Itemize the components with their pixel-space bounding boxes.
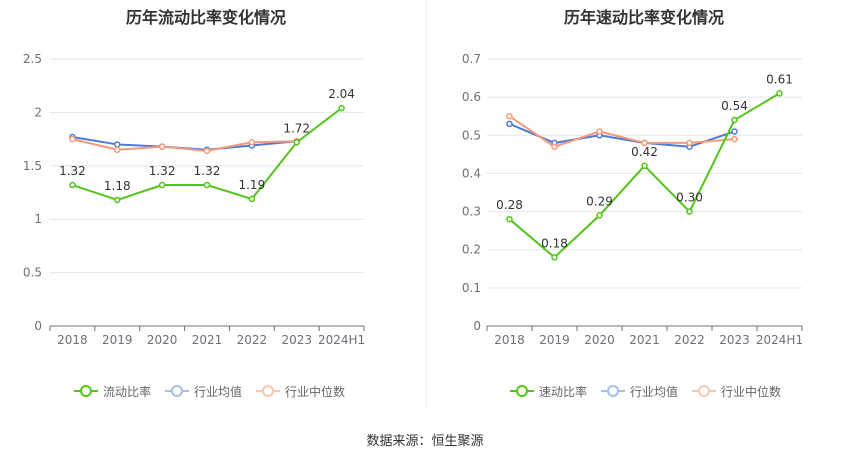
data-label-current: 1.32 xyxy=(59,164,86,178)
data-label-current: 1.32 xyxy=(194,164,221,178)
data-label-current: 1.72 xyxy=(283,121,310,135)
y-tick-label-quick: 0 xyxy=(473,319,481,333)
series-line-main-quick xyxy=(508,92,781,259)
y-tick-label-quick: 0.3 xyxy=(462,205,481,219)
data-label-current: 1.32 xyxy=(149,164,176,178)
data-source-note: 数据来源：恒生聚源 xyxy=(366,434,484,449)
legend-label-avg: 行业均值 xyxy=(194,384,243,399)
y-tick-label-quick: 0.7 xyxy=(462,52,481,66)
data-point-median-current xyxy=(114,146,121,154)
data-point-median-current xyxy=(248,139,256,146)
data-label-current: 1.18 xyxy=(104,179,131,193)
x-tick-label-quick: 2018 xyxy=(494,333,525,347)
data-point-main-current xyxy=(293,139,300,146)
x-tick-label-current: 2019 xyxy=(102,333,133,347)
x-tick-label-current: 2024H1 xyxy=(318,333,365,347)
legend-item-median[interactable]: 行业中位数 xyxy=(256,383,345,400)
data-point-median-quick xyxy=(551,143,558,150)
x-tick-label-current: 2018 xyxy=(57,333,88,347)
data-point-median-quick xyxy=(641,139,648,147)
data-point-median-quick xyxy=(596,128,603,135)
data-point-avg-quick xyxy=(506,120,513,128)
data-point-median-quick xyxy=(731,135,738,143)
legend-label-median: 行业中位数 xyxy=(285,384,346,399)
legend-swatch-avg xyxy=(165,385,190,397)
legend-swatch-median xyxy=(692,385,717,397)
legend-swatch-main xyxy=(74,385,98,397)
data-label-quick: 0.18 xyxy=(541,236,568,250)
data-point-main-quick xyxy=(506,215,513,223)
legend-swatch-median xyxy=(256,385,281,397)
data-point-main-quick xyxy=(596,212,603,219)
legend-swatch-avg xyxy=(601,385,626,397)
x-tick-label-quick: 2020 xyxy=(584,333,615,347)
x-tick-label-current: 2020 xyxy=(147,333,178,347)
data-point-median-current xyxy=(203,147,211,155)
y-tick-label-quick: 0.1 xyxy=(462,281,481,295)
data-point-median-quick xyxy=(686,139,693,147)
legend-label-median: 行业中位数 xyxy=(721,384,782,399)
y-tick-label-current: 2 xyxy=(34,105,42,119)
data-point-avg-quick xyxy=(731,128,738,135)
series-line-avg-quick xyxy=(509,122,735,148)
legend-item-main[interactable]: 速动比率 xyxy=(510,383,587,400)
data-point-main-quick xyxy=(641,162,648,170)
y-tick-label-quick: 0.2 xyxy=(462,243,481,257)
chart-divider xyxy=(426,0,427,410)
x-tick-label-quick: 2022 xyxy=(674,333,705,347)
legend-quick-ratio: 速动比率 行业均值 行业中位数 xyxy=(510,382,795,400)
y-tick-label-quick: 0.6 xyxy=(462,90,481,104)
x-tick-label-current: 2023 xyxy=(281,333,312,347)
data-point-main-current xyxy=(114,196,121,204)
data-point-main-quick xyxy=(551,254,558,261)
legend-current-ratio: 流动比率 行业均值 行业中位数 xyxy=(74,382,359,400)
legend-item-avg[interactable]: 行业均值 xyxy=(165,383,242,400)
data-label-quick: 0.28 xyxy=(496,198,523,212)
data-label-quick: 0.42 xyxy=(631,145,658,159)
data-label-quick: 0.30 xyxy=(676,191,703,205)
data-point-main-current xyxy=(69,181,76,189)
data-point-median-current xyxy=(69,135,76,143)
series-line-median-quick xyxy=(508,115,735,148)
legend-swatch-main xyxy=(510,385,534,397)
data-point-median-quick xyxy=(506,112,513,120)
data-point-main-current xyxy=(158,181,166,189)
data-label-current: 2.04 xyxy=(328,87,355,101)
data-point-main-quick xyxy=(731,116,738,124)
y-tick-label-current: 2.5 xyxy=(23,52,42,66)
legend-item-median[interactable]: 行业中位数 xyxy=(692,383,781,400)
data-label-quick: 0.54 xyxy=(721,99,748,113)
series-line-median-current xyxy=(72,138,297,152)
data-label-quick: 0.61 xyxy=(766,72,793,86)
chart-title-current-ratio: 历年流动比率变化情况 xyxy=(125,8,286,27)
x-tick-label-current: 2021 xyxy=(192,333,223,347)
y-tick-label-current: 0 xyxy=(34,319,42,333)
data-label-quick: 0.29 xyxy=(586,194,613,208)
y-tick-label-quick: 0.5 xyxy=(462,128,481,142)
data-point-main-current xyxy=(248,195,256,203)
x-tick-label-quick: 2023 xyxy=(719,333,750,347)
data-point-main-current xyxy=(203,181,211,189)
x-tick-label-quick: 2019 xyxy=(539,333,570,347)
x-tick-label-quick: 2024H1 xyxy=(756,333,803,347)
data-point-main-quick xyxy=(776,90,783,97)
x-tick-label-quick: 2021 xyxy=(629,333,660,347)
y-tick-label-quick: 0.4 xyxy=(462,166,481,180)
x-tick-label-current: 2022 xyxy=(237,333,268,347)
legend-label-main: 速动比率 xyxy=(539,384,588,399)
legend-item-avg[interactable]: 行业均值 xyxy=(601,383,678,400)
y-tick-label-current: 1.5 xyxy=(23,159,42,173)
legend-item-main[interactable]: 流动比率 xyxy=(74,383,151,400)
data-point-median-current xyxy=(158,143,166,150)
legend-label-main: 流动比率 xyxy=(103,384,152,399)
chart-title-quick-ratio: 历年速动比率变化情况 xyxy=(563,8,724,27)
data-point-avg-current xyxy=(114,141,121,148)
y-tick-label-current: 0.5 xyxy=(23,266,42,280)
data-label-current: 1.19 xyxy=(238,178,265,192)
legend-label-avg: 行业均值 xyxy=(630,384,679,399)
data-point-main-current xyxy=(338,104,345,112)
data-point-main-quick xyxy=(686,208,693,215)
y-tick-label-current: 1 xyxy=(34,212,42,226)
